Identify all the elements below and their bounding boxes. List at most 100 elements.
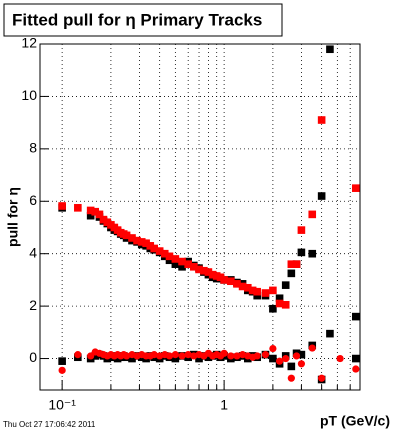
data-point [308,344,316,352]
data-point [248,286,257,295]
data-point [253,287,261,296]
data-point [292,352,301,360]
data-point [317,192,326,200]
data-point [238,282,247,291]
data-point [74,351,82,359]
title-box [3,3,283,37]
y-tick-label: 0 [29,349,37,365]
footer-date: Thu Oct 27 17:06:42 2011 [3,420,96,429]
data-point [178,352,186,360]
data-point [253,352,261,360]
y-axis-title: pull for η [5,187,21,247]
data-point [243,283,252,292]
data-point [275,299,284,308]
data-point [269,344,277,353]
data-point [165,252,174,261]
data-point [233,280,241,288]
data-point [74,204,82,212]
data-point [184,351,192,359]
data-point [326,329,334,338]
y-tick-label: 8 [29,140,37,156]
y-tick-label: 6 [29,192,37,208]
data-point [86,206,95,215]
chart-title: Fitted pull for η Primary Tracks [12,10,262,29]
data-point [165,352,174,360]
y-tick-label: 2 [29,297,37,313]
data-point [150,351,158,359]
data-point [269,304,277,313]
data-point [220,276,228,284]
data-point [86,211,95,220]
data-point [155,247,164,255]
data-point [58,366,66,374]
data-point [317,116,326,124]
data-point [212,272,221,280]
data-point [91,352,100,360]
data-point [142,239,150,248]
data-point [95,210,104,219]
data-point [269,354,277,363]
data-point [287,362,296,371]
data-point [220,349,228,357]
data-point [297,350,306,359]
data-point [178,263,186,271]
data-point [287,269,296,278]
data-point [352,365,360,373]
data-point [165,256,174,265]
data-point [160,249,169,258]
data-point [146,242,155,250]
data-point [261,351,270,359]
data-point [171,351,179,359]
data-point [292,260,301,268]
data-point [200,266,208,275]
data-point [171,255,180,263]
data-point [297,226,306,234]
data-point [308,210,317,219]
data-point [99,215,108,224]
data-point [275,294,284,303]
data-point [297,360,306,368]
x-tick-label: 10⁻¹ [48,397,76,413]
data-point [171,354,180,363]
data-point [297,248,306,257]
data-point [171,260,180,268]
data-point [128,354,136,363]
data-point [269,286,277,295]
data-point [150,244,158,253]
data-point [190,263,198,271]
data-point [178,257,186,266]
data-point [137,238,146,246]
data-point [253,291,261,300]
data-point [351,184,360,192]
data-point [261,289,270,297]
x-tick-label: 1 [220,397,228,413]
data-point [336,354,344,363]
data-point [287,260,296,268]
data-point [281,281,290,289]
data-point [287,374,295,382]
data-point [282,354,290,363]
data-point [58,202,66,210]
data-point [351,354,360,363]
data-point [227,352,235,360]
data-point [122,231,131,240]
y-tick-label: 4 [29,244,37,260]
data-point [195,354,203,363]
data-point [133,236,141,245]
x-axis-title: pT (GeV/c) [320,413,390,429]
data-point [195,265,203,274]
data-point [128,234,136,242]
data-point [122,352,131,360]
data-point [91,207,100,216]
data-point [351,312,360,321]
data-point [204,353,213,362]
data-point [281,301,290,309]
data-point [318,374,326,382]
data-point [275,357,284,365]
data-point [227,277,235,286]
data-point [326,45,334,54]
y-tick-label: 12 [21,35,37,51]
data-point [58,357,66,365]
data-point [308,249,317,258]
